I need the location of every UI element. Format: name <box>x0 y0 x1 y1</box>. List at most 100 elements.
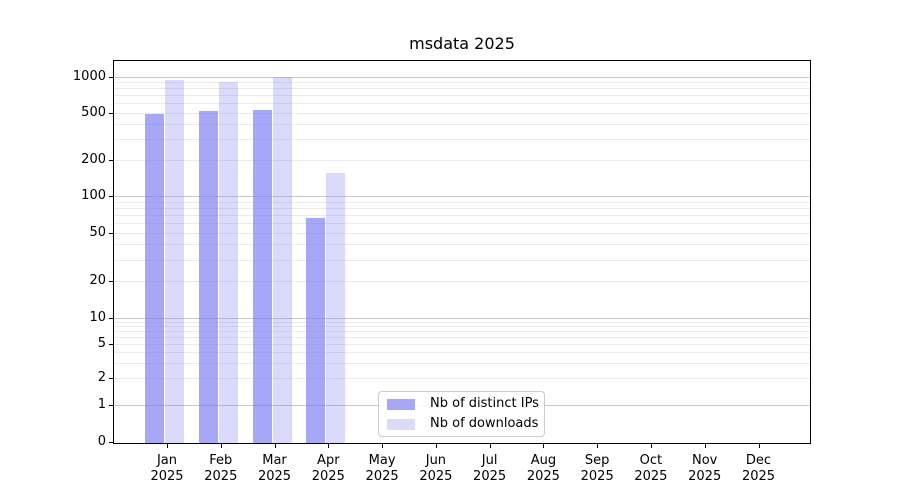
y-tick <box>109 76 114 78</box>
x-tick-year: 2025 <box>204 469 238 484</box>
x-tick-month: Oct <box>639 453 663 468</box>
x-tick-label: Oct 2025 <box>621 453 681 485</box>
x-tick <box>543 444 545 448</box>
x-tick <box>650 444 652 448</box>
bar <box>198 111 218 443</box>
x-tick-month: Sep <box>584 453 610 468</box>
x-tick-label: Jul 2025 <box>460 453 520 485</box>
y-tick-label: 10 <box>89 309 106 325</box>
bar <box>272 77 292 443</box>
y-tick-label: 2 <box>97 370 106 386</box>
gridlines-layer <box>114 61 810 443</box>
gridline-minor <box>114 160 810 161</box>
y-tick <box>109 343 114 345</box>
x-tick <box>435 444 437 448</box>
x-tick-year: 2025 <box>473 469 507 484</box>
y-tick-label: 500 <box>81 104 106 120</box>
x-tick-year: 2025 <box>257 469 292 484</box>
y-axis: 0 1 2 5 10 20 50 100 200 500 1000 <box>73 61 810 449</box>
gridline-minor <box>114 95 810 96</box>
x-tick-month: Feb <box>209 453 233 468</box>
legend-label-distinct-ips: Nb of distinct IPs <box>430 396 539 411</box>
x-tick-month: Nov <box>692 453 718 468</box>
x-tick <box>489 444 491 448</box>
y-tick-label: 200 <box>81 152 106 167</box>
gridline-minor <box>114 280 810 282</box>
y-tick-label: 0 <box>97 434 106 449</box>
gridline-major <box>114 317 810 319</box>
y-tick <box>109 378 114 380</box>
bars-layer <box>114 61 810 443</box>
gridline-minor <box>114 331 810 332</box>
y-tick <box>109 196 114 197</box>
x-tick <box>758 444 760 448</box>
y-tick-label: 100 <box>81 188 106 203</box>
legend: Nb of distinct IPs Nb of downloads <box>378 391 545 437</box>
y-tick <box>109 442 114 443</box>
gridline-minor <box>114 343 810 345</box>
gridline-minor <box>114 259 810 261</box>
gridline-minor <box>114 207 810 209</box>
x-tick-year: 2025 <box>634 469 668 484</box>
x-tick-year: 2025 <box>365 469 399 484</box>
gridline-minor <box>114 139 810 140</box>
x-tick <box>704 444 706 448</box>
x-tick-month: May <box>368 453 396 468</box>
x-tick-month: Jan <box>156 453 178 468</box>
gridline-minor <box>114 112 810 114</box>
y-tick-label: 1 <box>97 396 106 412</box>
legend-item-distinct-ips: Nb of distinct IPs <box>385 396 539 413</box>
bar <box>306 217 326 443</box>
gridline-minor <box>114 378 810 380</box>
gridline-minor <box>114 336 810 338</box>
y-tick <box>109 317 114 319</box>
y-tick <box>109 160 114 161</box>
x-tick-year: 2025 <box>419 469 453 484</box>
gridline-minor <box>114 363 810 364</box>
y-tick <box>109 232 114 234</box>
y-tick-label: 1000 <box>72 68 106 84</box>
x-tick-label: Nov 2025 <box>675 453 735 485</box>
x-tick-month: Mar <box>262 453 287 468</box>
y-tick <box>109 112 114 114</box>
gridline-minor <box>114 232 810 234</box>
x-tick <box>382 444 384 448</box>
x-tick-year: 2025 <box>688 469 722 484</box>
x-tick-month: Jun <box>425 453 447 468</box>
chart-title: msdata 2025 <box>409 34 515 53</box>
bar <box>326 172 346 443</box>
x-tick-month: Aug <box>530 453 557 468</box>
x-tick <box>220 444 222 448</box>
x-tick-label: Jun 2025 <box>406 453 466 485</box>
x-tick-year: 2025 <box>311 469 345 484</box>
bar <box>145 113 164 443</box>
bar <box>218 82 238 443</box>
gridline-major <box>114 196 810 197</box>
y-tick-label: 5 <box>97 335 106 351</box>
gridline-minor <box>114 244 810 246</box>
x-tick-label: Apr 2025 <box>298 453 358 485</box>
gridline-minor <box>114 82 810 83</box>
bar <box>252 109 272 443</box>
x-tick-year: 2025 <box>526 469 560 484</box>
x-tick-label: Aug 2025 <box>513 453 573 485</box>
x-tick-label: Mar 2025 <box>245 453 305 485</box>
x-tick-year: 2025 <box>580 469 614 484</box>
x-tick <box>167 444 168 448</box>
x-tick <box>597 444 599 448</box>
x-tick-year: 2025 <box>741 469 776 484</box>
x-tick-year: 2025 <box>150 469 184 484</box>
y-tick <box>109 280 114 282</box>
x-tick <box>274 444 276 448</box>
x-tick-label: May 2025 <box>352 453 412 485</box>
x-tick-label: Feb 2025 <box>191 453 251 485</box>
x-tick-month: Jul <box>481 453 498 468</box>
gridline-minor <box>114 214 810 216</box>
gridline-minor <box>114 124 810 126</box>
y-tick-label: 20 <box>89 272 106 288</box>
legend-swatch-downloads <box>387 418 415 430</box>
legend-swatch-distinct-ips <box>387 398 415 410</box>
legend-label-downloads: Nb of downloads <box>430 416 539 431</box>
gridline-major <box>114 76 810 78</box>
